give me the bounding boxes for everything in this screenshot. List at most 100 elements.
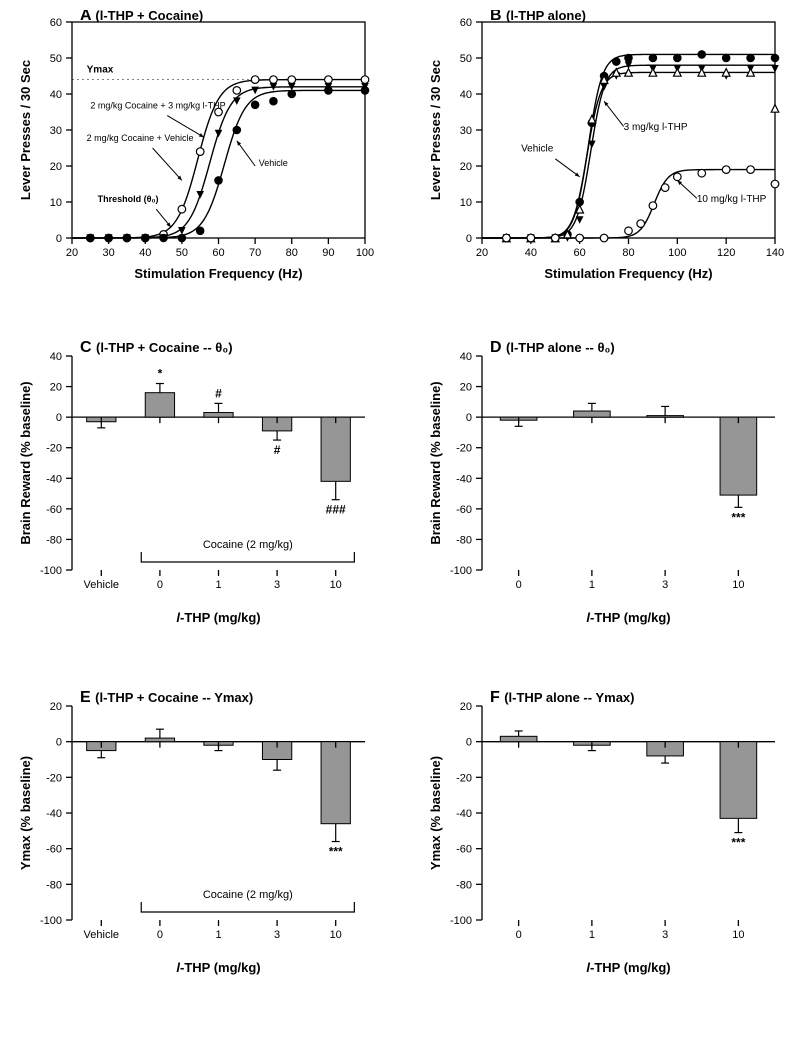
svg-text:C (l-THP + Cocaine -- θ₀): C (l-THP + Cocaine -- θ₀)	[80, 340, 233, 356]
svg-text:#: #	[274, 443, 281, 457]
svg-text:90: 90	[322, 247, 334, 259]
figure-grid: 20304050607080901000102030405060Stimulat…	[10, 10, 790, 990]
svg-text:20: 20	[460, 701, 472, 713]
svg-text:1: 1	[215, 929, 221, 941]
svg-text:Brain Reward (% baseline): Brain Reward (% baseline)	[428, 381, 443, 544]
svg-text:40: 40	[139, 247, 151, 259]
svg-text:40: 40	[460, 89, 472, 101]
svg-text:Lever Presses / 30 Sec: Lever Presses / 30 Sec	[18, 60, 33, 200]
svg-text:-100: -100	[40, 565, 62, 577]
svg-text:10: 10	[732, 929, 744, 941]
svg-text:120: 120	[717, 247, 735, 259]
svg-text:50: 50	[460, 53, 472, 65]
svg-text:Vehicle: Vehicle	[521, 144, 554, 155]
svg-text:0: 0	[56, 412, 62, 424]
svg-text:-80: -80	[456, 534, 472, 546]
svg-text:60: 60	[460, 17, 472, 29]
panel-e: -100-80-60-40-20020***Vehicle01310Cocain…	[10, 690, 380, 990]
svg-text:Cocaine (2 mg/kg): Cocaine (2 mg/kg)	[203, 539, 293, 551]
svg-text:Stimulation Frequency (Hz): Stimulation Frequency (Hz)	[134, 266, 302, 281]
svg-text:20: 20	[50, 701, 62, 713]
svg-text:3: 3	[274, 579, 280, 591]
svg-text:Ymax (% baseline): Ymax (% baseline)	[428, 756, 443, 870]
svg-text:40: 40	[50, 89, 62, 101]
svg-text:***: ***	[329, 845, 343, 859]
svg-text:1: 1	[215, 579, 221, 591]
svg-text:-20: -20	[46, 772, 62, 784]
svg-text:0: 0	[466, 737, 472, 749]
svg-text:3: 3	[662, 929, 668, 941]
svg-text:70: 70	[249, 247, 261, 259]
svg-text:0: 0	[516, 929, 522, 941]
svg-text:30: 30	[103, 247, 115, 259]
svg-text:0: 0	[56, 233, 62, 245]
svg-text:Ymax (% baseline): Ymax (% baseline)	[18, 756, 33, 870]
svg-text:Vehicle: Vehicle	[84, 929, 119, 941]
svg-text:50: 50	[50, 53, 62, 65]
svg-text:-100: -100	[40, 915, 62, 927]
svg-text:D (l-THP alone -- θ₀): D (l-THP alone -- θ₀)	[490, 340, 615, 356]
svg-text:80: 80	[622, 247, 634, 259]
svg-text:-80: -80	[46, 879, 62, 891]
svg-text:1: 1	[589, 929, 595, 941]
svg-text:-60: -60	[456, 844, 472, 856]
svg-text:l-THP (mg/kg): l-THP (mg/kg)	[586, 610, 670, 625]
svg-text:0: 0	[466, 412, 472, 424]
svg-text:E (l-THP + Cocaine -- Ymax): E (l-THP + Cocaine -- Ymax)	[80, 690, 253, 706]
svg-text:1: 1	[589, 579, 595, 591]
svg-text:-40: -40	[456, 473, 472, 485]
svg-text:100: 100	[668, 247, 686, 259]
svg-text:-40: -40	[46, 473, 62, 485]
svg-text:0: 0	[157, 929, 163, 941]
svg-text:20: 20	[50, 161, 62, 173]
svg-text:60: 60	[50, 17, 62, 29]
svg-text:*: *	[158, 367, 163, 381]
svg-text:2 mg/kg Cocaine + Vehicle: 2 mg/kg Cocaine + Vehicle	[87, 133, 194, 143]
svg-text:B (l-THP alone): B (l-THP alone)	[490, 10, 586, 24]
svg-text:140: 140	[766, 247, 784, 259]
svg-text:***: ***	[731, 836, 745, 850]
svg-text:2 mg/kg Cocaine + 3 mg/kg l-TH: 2 mg/kg Cocaine + 3 mg/kg l-THP	[90, 100, 225, 110]
svg-text:-20: -20	[46, 443, 62, 455]
svg-text:Vehicle: Vehicle	[259, 158, 288, 168]
svg-text:A (l-THP + Cocaine): A (l-THP + Cocaine)	[80, 10, 203, 24]
svg-text:30: 30	[460, 125, 472, 137]
svg-text:10: 10	[460, 197, 472, 209]
svg-text:60: 60	[212, 247, 224, 259]
svg-text:Vehicle: Vehicle	[84, 579, 119, 591]
svg-text:50: 50	[176, 247, 188, 259]
panel-f: -100-80-60-40-20020***01310l-THP (mg/kg)…	[420, 690, 790, 990]
svg-text:Ymax: Ymax	[87, 64, 114, 75]
svg-text:Brain Reward (% baseline): Brain Reward (% baseline)	[18, 381, 33, 544]
panel-a: 20304050607080901000102030405060Stimulat…	[10, 10, 380, 290]
svg-text:Stimulation Frequency (Hz): Stimulation Frequency (Hz)	[544, 266, 712, 281]
svg-text:40: 40	[50, 351, 62, 363]
svg-text:l-THP (mg/kg): l-THP (mg/kg)	[586, 960, 670, 975]
svg-text:20: 20	[50, 382, 62, 394]
svg-text:-20: -20	[456, 443, 472, 455]
svg-text:10: 10	[330, 929, 342, 941]
svg-text:Threshold (θ₀): Threshold (θ₀)	[98, 194, 159, 204]
svg-text:40: 40	[525, 247, 537, 259]
svg-text:-40: -40	[46, 808, 62, 820]
svg-text:-60: -60	[46, 844, 62, 856]
svg-text:F (l-THP alone -- Ymax): F (l-THP alone -- Ymax)	[490, 690, 635, 706]
svg-text:0: 0	[157, 579, 163, 591]
svg-text:-80: -80	[456, 879, 472, 891]
svg-text:###: ###	[326, 503, 346, 517]
svg-text:***: ***	[731, 510, 745, 524]
svg-text:100: 100	[356, 247, 374, 259]
svg-text:l-THP (mg/kg): l-THP (mg/kg)	[176, 960, 260, 975]
svg-text:-100: -100	[450, 915, 472, 927]
svg-text:-100: -100	[450, 565, 472, 577]
svg-text:l-THP (mg/kg): l-THP (mg/kg)	[176, 610, 260, 625]
panel-d: -100-80-60-40-2002040***01310l-THP (mg/k…	[420, 340, 790, 640]
svg-text:10 mg/kg l-THP: 10 mg/kg l-THP	[697, 194, 767, 205]
svg-text:Lever Presses / 30 Sec: Lever Presses / 30 Sec	[428, 60, 443, 200]
panel-c: -100-80-60-40-2002040*#####Vehicle01310C…	[10, 340, 380, 640]
svg-text:20: 20	[460, 161, 472, 173]
svg-text:0: 0	[516, 579, 522, 591]
svg-text:80: 80	[286, 247, 298, 259]
svg-text:10: 10	[50, 197, 62, 209]
svg-text:-60: -60	[456, 504, 472, 516]
